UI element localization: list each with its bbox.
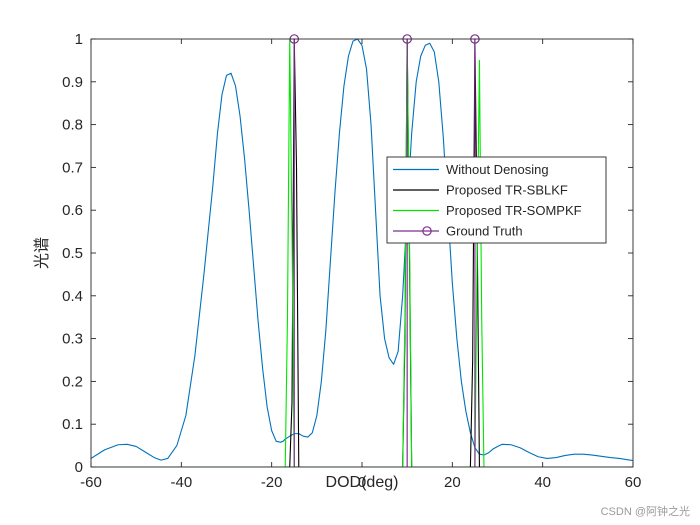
y-tick-label-5: 0.5 <box>62 245 83 262</box>
legend-label-proposed-tr-sblkf: Proposed TR-SBLKF <box>446 183 568 198</box>
y-tick-label-10: 1 <box>75 31 83 48</box>
legend-marker-ground-truth <box>422 226 432 236</box>
y-tick-label-6: 0.6 <box>62 202 83 219</box>
x-axis-title: DOD(deg) <box>326 474 399 491</box>
y-axis-title: 光谱 <box>33 237 51 269</box>
y-tick-label-1: 0.1 <box>62 416 83 433</box>
x-tick-label-5: 40 <box>534 474 551 491</box>
y-tick-label-8: 0.8 <box>62 117 83 134</box>
legend-label-without-denosing: Without Denosing <box>446 162 549 177</box>
x-tick-label-4: 20 <box>444 474 461 491</box>
x-tick-label-3: 0 <box>358 474 366 491</box>
watermark: CSDN @阿钟之光 <box>601 504 690 518</box>
y-tick-label-9: 0.9 <box>62 74 83 91</box>
x-tick-label-6: 60 <box>625 474 642 491</box>
x-tick-label-0: -60 <box>80 474 102 491</box>
x-tick-label-2: -20 <box>261 474 283 491</box>
x-tick-label-1: -40 <box>170 474 192 491</box>
legend-label-ground-truth: Ground Truth <box>446 224 523 239</box>
y-tick-label-2: 0.2 <box>62 373 83 390</box>
legend-label-proposed-tr-sompkf: Proposed TR-SOMPKF <box>446 203 582 218</box>
y-tick-label-0: 0 <box>75 459 83 476</box>
plot-area <box>91 39 633 467</box>
y-tick-label-4: 0.4 <box>62 288 83 305</box>
y-tick-label-3: 0.3 <box>62 331 83 348</box>
legend: Without Denosing Proposed TR-SBLKF Propose… <box>386 156 607 244</box>
y-tick-label-7: 0.7 <box>62 159 83 176</box>
